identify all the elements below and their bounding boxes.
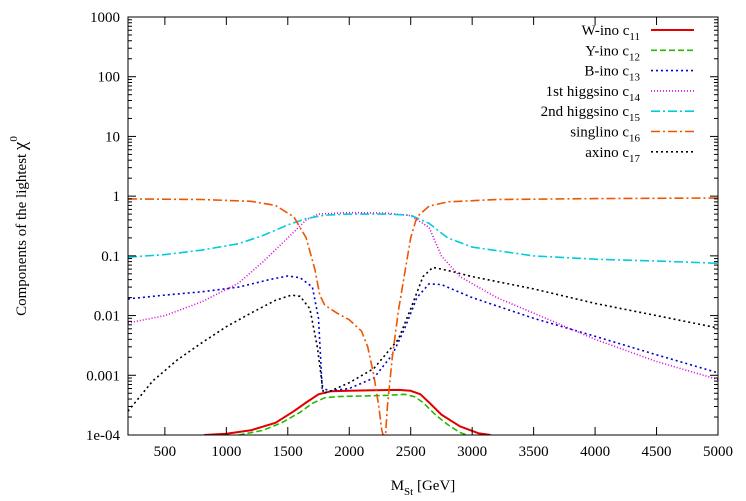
series-line-2nd-higgsino (128, 213, 718, 265)
series-line-w-ino (204, 388, 491, 435)
x-tick-label: 3000 (457, 444, 487, 460)
x-axis-title: MSt [GeV] (391, 478, 456, 498)
y-axis-title: Components of the lightest χ0 (8, 136, 31, 316)
y-tick-label: 0.1 (101, 249, 120, 265)
series-line-1st-higgsino (128, 211, 718, 381)
series-line-axino (128, 266, 718, 412)
legend-label: singlino c16 (570, 125, 640, 145)
x-tick-label: 4000 (580, 444, 610, 460)
series-line-b-ino (128, 275, 718, 392)
plot-lines (128, 197, 718, 435)
x-tick-label: 4500 (642, 444, 672, 460)
series-line-y-ino (238, 393, 468, 435)
legend-label: 2nd higgsino c15 (541, 104, 641, 124)
y-tick-label: 1000 (90, 10, 120, 26)
axis-ticks: 500 1000 1500 2000 2500 3000 3500 4000 4500 5000 1… (86, 10, 733, 460)
legend-label: Y-ino c12 (585, 43, 640, 63)
x-tick-label: 1000 (211, 444, 241, 460)
y-tick-label: 0.01 (94, 309, 120, 325)
x-tick-label: 3500 (519, 444, 549, 460)
legend-label: W-ino c11 (582, 23, 641, 43)
x-tick-label: 2500 (396, 444, 426, 460)
legend-label: axino c17 (585, 145, 640, 165)
legend-label: 1st higgsino c14 (546, 84, 641, 104)
plot-frame (127, 16, 719, 436)
legend-label: B-ino c13 (584, 64, 640, 84)
series-line-singlino (128, 197, 718, 435)
x-tick-label: 500 (154, 444, 177, 460)
x-tick-label: 2000 (334, 444, 364, 460)
y-tick-label: 1 (113, 189, 121, 205)
x-tick-label: 5000 (703, 444, 733, 460)
y-tick-label: 1e-04 (86, 428, 121, 444)
y-tick-label: 0.001 (86, 368, 120, 384)
x-tick-label: 1500 (273, 444, 303, 460)
y-tick-label: 100 (98, 70, 121, 86)
y-tick-label: 10 (105, 129, 120, 145)
